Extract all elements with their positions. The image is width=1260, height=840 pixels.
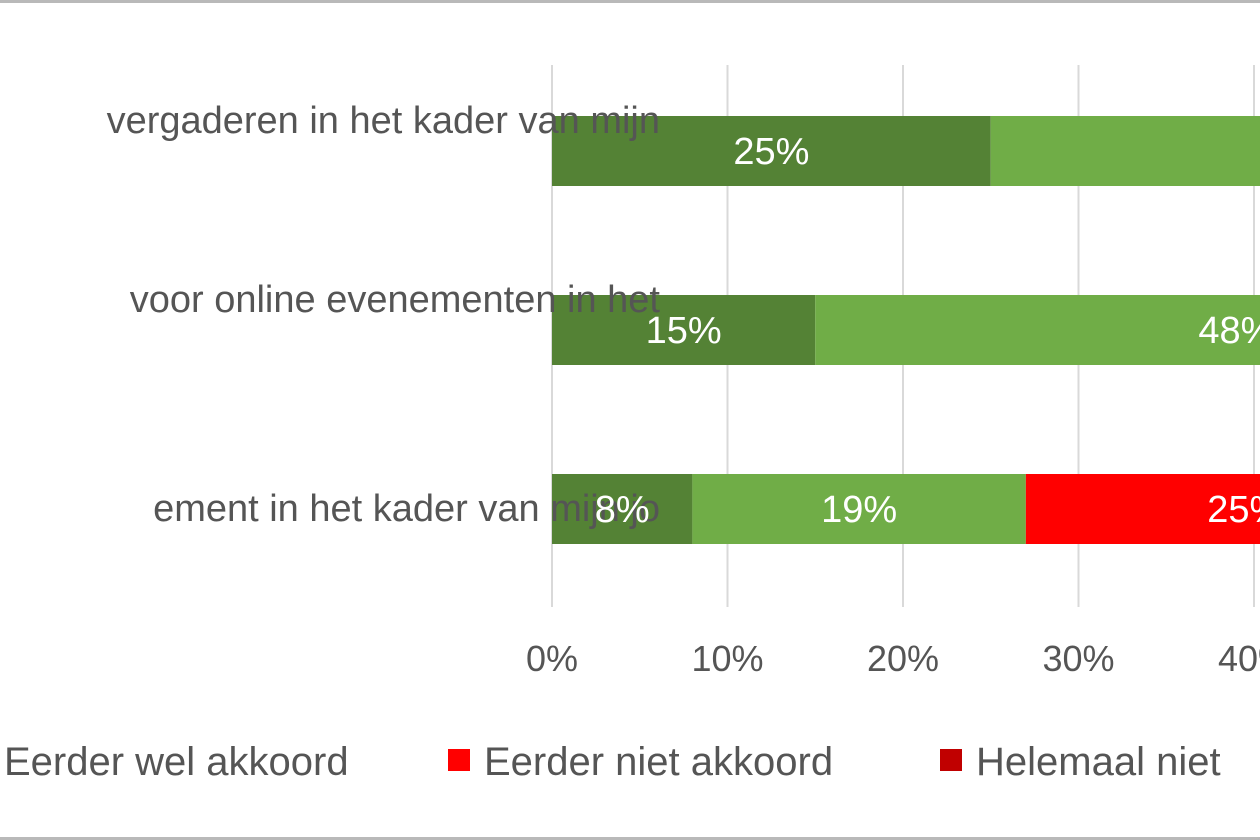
bar-segment xyxy=(990,116,1260,186)
bar-segment xyxy=(552,295,816,365)
data-label: 48% xyxy=(1198,310,1260,352)
legend-swatch xyxy=(940,749,962,771)
x-tick-label: 40% xyxy=(1218,638,1260,679)
category-label: ement in het kader van mijn jo xyxy=(153,488,660,530)
category-labels: vergaderen in het kader van mijn voor onl… xyxy=(107,100,661,530)
legend-label: Eerder wel akkoord xyxy=(4,740,349,784)
data-label: 19% xyxy=(821,489,897,531)
data-label: 25% xyxy=(733,131,809,173)
x-axis-tick-labels: 0% 10% 20% 30% 40% xyxy=(526,638,1260,679)
bar-segment xyxy=(552,116,991,186)
x-tick-label: 10% xyxy=(691,638,763,679)
category-label: voor online evenementen in het xyxy=(130,279,661,321)
bar-segments xyxy=(552,116,1260,544)
bar-segment xyxy=(1025,474,1260,544)
data-label: 15% xyxy=(646,310,722,352)
data-label: 25% xyxy=(1207,489,1260,531)
bar-segment xyxy=(815,295,1260,365)
legend-label: Helemaal niet xyxy=(976,740,1221,784)
bar-segment xyxy=(692,474,1026,544)
stacked-bar-chart: vergaderen in het kader van mijn voor onl… xyxy=(4,65,1260,784)
x-tick-label: 0% xyxy=(526,638,578,679)
x-tick-label: 30% xyxy=(1042,638,1114,679)
category-label: vergaderen in het kader van mijn xyxy=(107,100,660,142)
bar-segment xyxy=(552,474,693,544)
legend: Eerder wel akkoord Eerder niet akkoord Hel… xyxy=(4,740,1221,784)
data-labels: 25% 15% 48% 8% 19% 25% xyxy=(595,131,1260,531)
legend-swatch xyxy=(448,749,470,771)
x-tick-label: 20% xyxy=(867,638,939,679)
legend-label: Eerder niet akkoord xyxy=(484,740,833,784)
data-label: 8% xyxy=(595,489,650,531)
